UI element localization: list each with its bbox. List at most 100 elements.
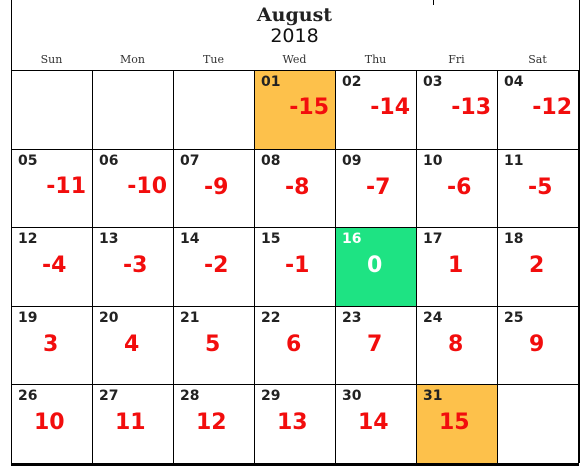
day-value: 4 bbox=[124, 331, 140, 357]
day-cell-13[interactable]: 13 -3 bbox=[92, 227, 174, 307]
day-cell-14[interactable]: 14 -2 bbox=[173, 227, 255, 307]
day-number: 18 bbox=[504, 231, 524, 248]
day-number: 20 bbox=[99, 309, 119, 326]
day-number: 27 bbox=[99, 388, 119, 405]
day-number: 04 bbox=[504, 74, 524, 90]
day-value: 11 bbox=[115, 410, 146, 436]
day-number: 12 bbox=[18, 231, 38, 248]
day-cell-12[interactable]: 12 -4 bbox=[11, 227, 93, 307]
day-cell-25[interactable]: 25 9 bbox=[497, 305, 579, 386]
day-number: 31 bbox=[423, 388, 443, 405]
bottom-border bbox=[11, 463, 579, 466]
day-number: 30 bbox=[342, 388, 362, 405]
day-value: 8 bbox=[448, 331, 464, 357]
day-cell-06[interactable]: 06 -10 bbox=[92, 148, 174, 229]
weekday-sun: Sun bbox=[40, 53, 63, 66]
day-value: -12 bbox=[532, 95, 572, 120]
empty-cell bbox=[92, 70, 174, 150]
day-cell-20[interactable]: 20 4 bbox=[92, 305, 174, 386]
day-value: -13 bbox=[451, 95, 491, 120]
weekday-wed: Wed bbox=[282, 53, 307, 66]
day-cell-17[interactable]: 17 1 bbox=[416, 227, 498, 307]
year-label: 2018 bbox=[270, 25, 319, 47]
day-number: 08 bbox=[261, 152, 281, 169]
day-number: 29 bbox=[261, 388, 281, 405]
day-value: 1 bbox=[448, 253, 464, 279]
day-value: 9 bbox=[529, 331, 545, 357]
day-value: -6 bbox=[447, 174, 472, 200]
day-value: 15 bbox=[439, 410, 470, 436]
day-cell-05[interactable]: 05 -11 bbox=[11, 148, 93, 229]
day-number: 23 bbox=[342, 309, 362, 326]
day-cell-04[interactable]: 04 -12 bbox=[497, 70, 579, 150]
day-value: 10 bbox=[34, 410, 65, 436]
empty-cell bbox=[11, 70, 93, 150]
empty-cell bbox=[497, 384, 579, 464]
calendar-grid: 01 -15 02 -14 03 -13 04 -12 05 -11 06 -10 07 -9 08 -8 09… bbox=[11, 70, 579, 464]
day-number: 13 bbox=[99, 231, 119, 248]
day-cell-07[interactable]: 07 -9 bbox=[173, 148, 255, 229]
day-number: 22 bbox=[261, 309, 281, 326]
day-cell-31[interactable]: 31 15 bbox=[416, 384, 498, 464]
day-value: -15 bbox=[289, 95, 329, 120]
day-cell-11[interactable]: 11 -5 bbox=[497, 148, 579, 229]
day-cell-03[interactable]: 03 -13 bbox=[416, 70, 498, 150]
day-number: 17 bbox=[423, 231, 443, 248]
day-cell-08[interactable]: 08 -8 bbox=[254, 148, 336, 229]
day-number: 02 bbox=[342, 74, 362, 90]
day-value: 12 bbox=[196, 410, 227, 436]
day-cell-21[interactable]: 21 5 bbox=[173, 305, 255, 386]
day-value: 14 bbox=[358, 410, 389, 436]
day-value: -3 bbox=[123, 253, 148, 279]
day-number: 09 bbox=[342, 152, 362, 169]
day-value: 7 bbox=[367, 331, 383, 357]
day-value: -8 bbox=[285, 174, 310, 200]
day-number: 19 bbox=[18, 309, 38, 326]
day-cell-30[interactable]: 30 14 bbox=[335, 384, 417, 464]
day-value: 3 bbox=[43, 331, 59, 357]
day-value: -5 bbox=[528, 174, 553, 200]
empty-cell bbox=[173, 70, 255, 150]
day-value: 5 bbox=[205, 331, 221, 357]
day-number: 15 bbox=[261, 231, 281, 248]
day-cell-26[interactable]: 26 10 bbox=[11, 384, 93, 464]
day-value: -14 bbox=[370, 95, 410, 120]
day-number: 03 bbox=[423, 74, 443, 90]
day-cell-19[interactable]: 19 3 bbox=[11, 305, 93, 386]
day-number: 10 bbox=[423, 152, 443, 169]
day-value: 2 bbox=[529, 253, 545, 279]
day-value: 6 bbox=[286, 331, 302, 357]
day-number: 28 bbox=[180, 388, 200, 405]
month-title: August bbox=[256, 4, 333, 26]
day-number: 25 bbox=[504, 309, 524, 326]
day-cell-16[interactable]: 16 0 bbox=[335, 227, 417, 307]
day-cell-24[interactable]: 24 8 bbox=[416, 305, 498, 386]
weekday-fri: Fri bbox=[448, 53, 465, 66]
day-cell-29[interactable]: 29 13 bbox=[254, 384, 336, 464]
day-value: -2 bbox=[204, 253, 229, 279]
day-value: -9 bbox=[204, 174, 229, 200]
day-cell-09[interactable]: 09 -7 bbox=[335, 148, 417, 229]
day-value: -4 bbox=[42, 253, 67, 279]
weekday-header: Sun Mon Tue Wed Thu Fri Sat bbox=[11, 52, 578, 70]
weekday-tue: Tue bbox=[203, 53, 224, 66]
day-cell-15[interactable]: 15 -1 bbox=[254, 227, 336, 307]
day-cell-10[interactable]: 10 -6 bbox=[416, 148, 498, 229]
day-cell-02[interactable]: 02 -14 bbox=[335, 70, 417, 150]
day-cell-22[interactable]: 22 6 bbox=[254, 305, 336, 386]
day-number: 16 bbox=[342, 231, 362, 248]
day-number: 21 bbox=[180, 309, 200, 326]
day-cell-01[interactable]: 01 -15 bbox=[254, 70, 336, 150]
day-value: -10 bbox=[127, 173, 167, 199]
day-number: 01 bbox=[261, 74, 281, 90]
day-number: 11 bbox=[504, 152, 524, 169]
day-cell-28[interactable]: 28 12 bbox=[173, 384, 255, 464]
weekday-mon: Mon bbox=[120, 53, 145, 66]
day-number: 06 bbox=[99, 152, 119, 169]
day-number: 26 bbox=[18, 388, 38, 405]
day-cell-23[interactable]: 23 7 bbox=[335, 305, 417, 386]
day-cell-27[interactable]: 27 11 bbox=[92, 384, 174, 464]
day-cell-18[interactable]: 18 2 bbox=[497, 227, 579, 307]
day-value: 13 bbox=[277, 410, 308, 436]
day-value: -1 bbox=[285, 253, 310, 279]
